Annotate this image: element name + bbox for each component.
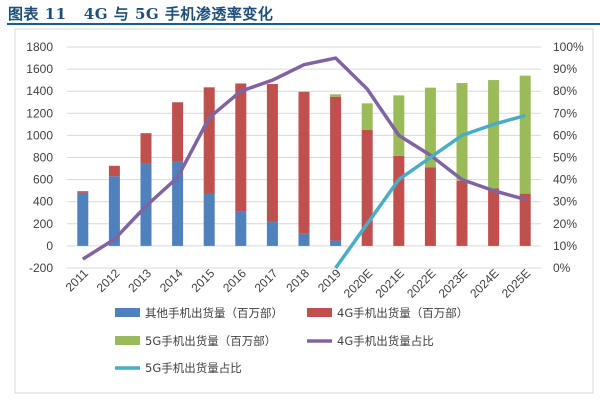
x-tick-label: 2025E: [499, 266, 533, 300]
chart-title: 图表 11 4G 与 5G 手机渗透率变化: [8, 5, 274, 23]
legend-swatch: [115, 308, 140, 317]
x-tick-label: 2012: [94, 266, 123, 295]
y2-tick-label: 20%: [553, 217, 577, 231]
x-tick-label: 2013: [125, 266, 154, 295]
title-underline: [7, 23, 600, 25]
x-tick-label: 2014: [157, 266, 186, 295]
bar-other: [172, 161, 184, 246]
x-tick-label: 2016: [220, 266, 249, 295]
bar-4g: [519, 193, 531, 246]
x-tick-label: 2015: [189, 266, 218, 295]
y-tick-label: 400: [33, 195, 53, 209]
bar-4g: [108, 165, 120, 177]
y2-tick-label: 30%: [553, 195, 577, 209]
x-tick-label: 2024E: [467, 266, 501, 300]
legend-label: 5G手机出货量占比: [145, 361, 242, 375]
y2-tick-label: 60%: [553, 128, 577, 142]
bar-other: [108, 176, 120, 246]
x-tick-label: 2023E: [436, 266, 470, 300]
y2-tick-label: 90%: [553, 62, 577, 76]
bar-4g: [235, 83, 247, 212]
bar-4g: [266, 84, 278, 222]
bar-5g: [424, 87, 436, 168]
bar-4g: [393, 155, 405, 246]
chart-frame: [14, 28, 594, 394]
legend-label: 其他手机出货量（百万部）: [145, 306, 283, 320]
y-tick-label: 1600: [26, 62, 53, 76]
bar-4g: [77, 191, 89, 193]
bar-4g: [330, 96, 342, 241]
bar-4g: [203, 87, 215, 194]
bar-4g: [424, 167, 436, 246]
legend-label: 4G手机出货量占比: [337, 334, 434, 348]
y-tick-label: 1000: [26, 128, 53, 142]
bar-other: [266, 221, 278, 246]
y-tick-label: 1800: [26, 40, 53, 54]
bar-4g: [456, 180, 468, 246]
bar-5g: [393, 95, 405, 156]
bar-5g: [488, 80, 500, 189]
bar-5g: [330, 94, 342, 97]
legend-label: 5G手机出货量（百万部）: [145, 334, 276, 348]
y2-tick-label: 80%: [553, 84, 577, 98]
y-tick-label: 1200: [26, 106, 53, 120]
y-tick-label: 1400: [26, 84, 53, 98]
y-tick-label: 0: [46, 239, 53, 253]
bar-4g: [488, 188, 500, 246]
bar-other: [203, 193, 215, 246]
y2-tick-label: 40%: [553, 173, 577, 187]
y-tick-label: 800: [33, 151, 53, 165]
y-tick-label: 200: [33, 217, 53, 231]
legend-swatch: [115, 336, 140, 345]
bar-other: [298, 233, 310, 246]
x-tick-label: 2018: [283, 266, 312, 295]
legend-label: 4G手机出货量（百万部）: [337, 306, 468, 320]
x-tick-label: 2020E: [341, 266, 375, 300]
x-tick-label: 2022E: [404, 266, 438, 300]
x-tick-label: 2021E: [372, 266, 406, 300]
y2-tick-label: 0%: [553, 261, 571, 275]
bar-other: [77, 192, 89, 246]
bar-4g: [298, 91, 310, 234]
x-tick-label: 2017: [252, 266, 281, 295]
y2-tick-label: 50%: [553, 151, 577, 165]
bar-4g: [361, 129, 373, 246]
bar-4g: [140, 133, 152, 164]
bar-5g: [361, 103, 373, 130]
bar-5g: [519, 75, 531, 194]
y-tick-label: -200: [29, 261, 53, 275]
bar-4g: [172, 102, 184, 162]
y-tick-label: 600: [33, 173, 53, 187]
y2-tick-label: 100%: [553, 40, 584, 54]
x-tick-label: 2019: [315, 266, 344, 295]
bar-other: [235, 211, 247, 246]
line-5g-share: [334, 113, 526, 270]
bar-5g: [456, 83, 468, 181]
bar-other: [330, 240, 342, 246]
y2-tick-label: 10%: [553, 239, 577, 253]
y2-tick-label: 70%: [553, 106, 577, 120]
line-4g-share: [81, 56, 526, 261]
x-tick-label: 2011: [63, 266, 91, 294]
legend-swatch: [307, 308, 332, 317]
